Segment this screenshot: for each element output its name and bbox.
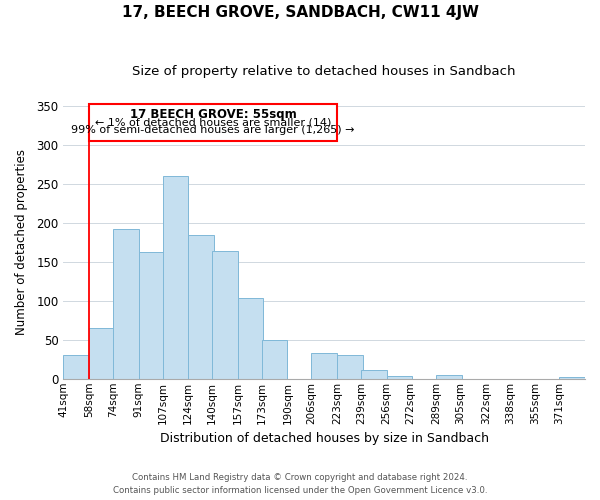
Bar bbox=[212, 250, 238, 379]
Title: Size of property relative to detached houses in Sandbach: Size of property relative to detached ho… bbox=[133, 65, 516, 78]
Bar bbox=[559, 377, 585, 379]
Bar bbox=[113, 229, 139, 379]
Bar bbox=[89, 104, 337, 141]
Bar bbox=[386, 376, 412, 379]
X-axis label: Distribution of detached houses by size in Sandbach: Distribution of detached houses by size … bbox=[160, 432, 489, 445]
Text: 99% of semi-detached houses are larger (1,265) →: 99% of semi-detached houses are larger (… bbox=[71, 125, 355, 135]
Bar bbox=[337, 356, 362, 379]
Text: ← 1% of detached houses are smaller (14): ← 1% of detached houses are smaller (14) bbox=[95, 118, 331, 128]
Text: Contains HM Land Registry data © Crown copyright and database right 2024.
Contai: Contains HM Land Registry data © Crown c… bbox=[113, 474, 487, 495]
Text: 17 BEECH GROVE: 55sqm: 17 BEECH GROVE: 55sqm bbox=[130, 108, 296, 122]
Bar bbox=[436, 375, 462, 379]
Bar bbox=[89, 328, 115, 379]
Bar bbox=[311, 353, 337, 379]
Bar bbox=[361, 370, 386, 379]
Bar bbox=[262, 340, 287, 379]
Bar bbox=[238, 298, 263, 379]
Y-axis label: Number of detached properties: Number of detached properties bbox=[15, 149, 28, 335]
Bar bbox=[139, 252, 164, 379]
Bar bbox=[188, 235, 214, 379]
Bar bbox=[163, 176, 188, 379]
Text: 17, BEECH GROVE, SANDBACH, CW11 4JW: 17, BEECH GROVE, SANDBACH, CW11 4JW bbox=[121, 5, 479, 20]
Bar bbox=[64, 356, 89, 379]
